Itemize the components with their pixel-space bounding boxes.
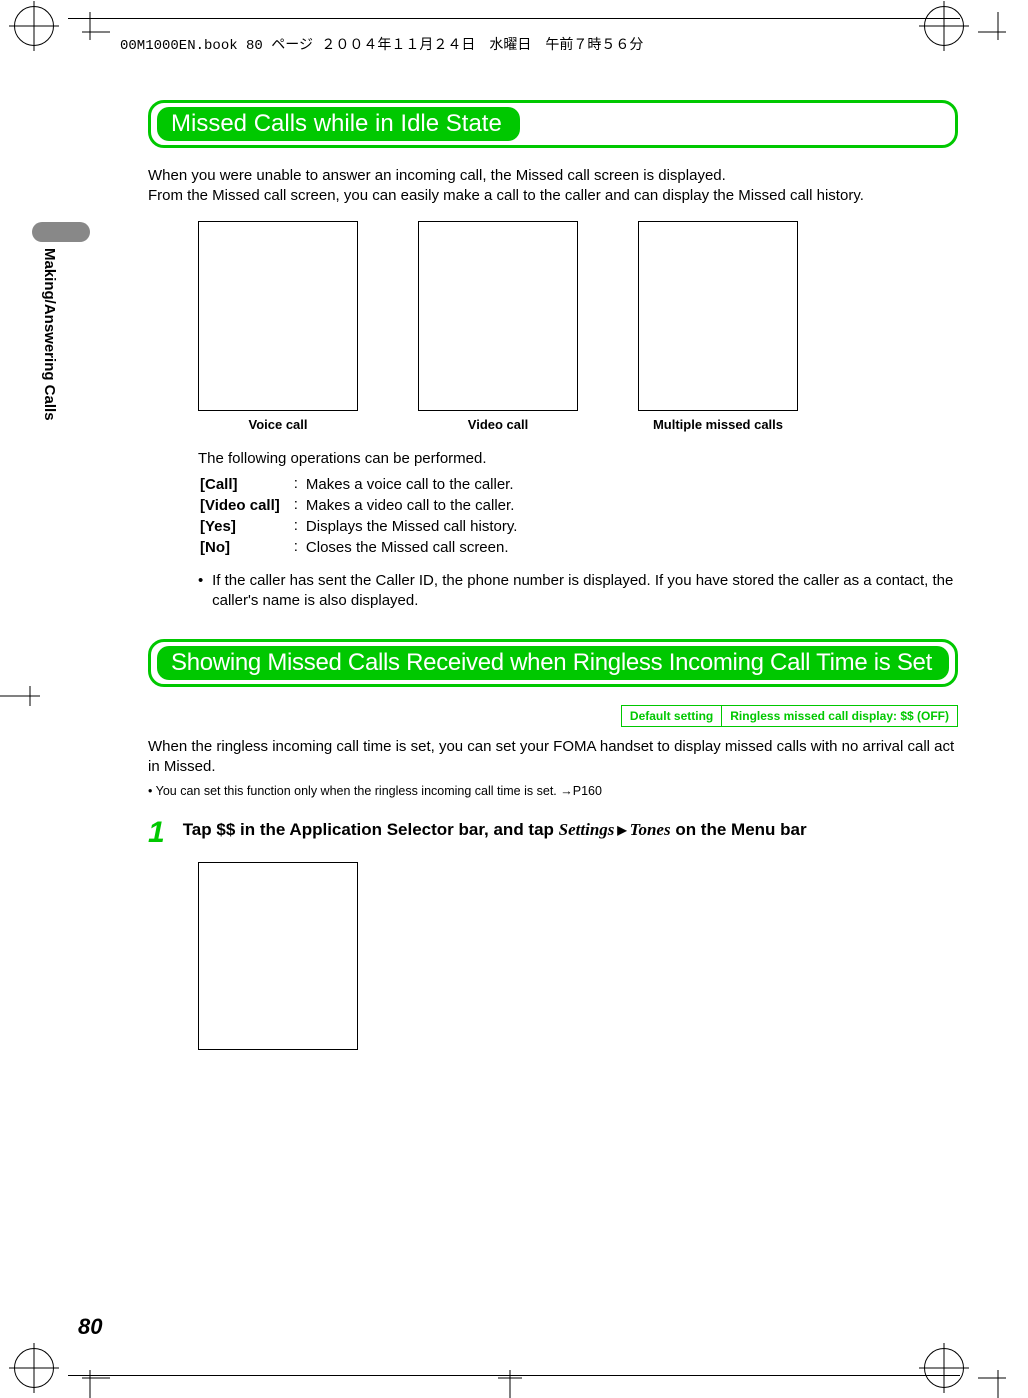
screenshot-caption: Video call bbox=[418, 417, 578, 432]
screenshot-placeholder bbox=[638, 221, 798, 411]
side-tab-pill bbox=[32, 222, 90, 242]
section-note: • You can set this function only when th… bbox=[148, 784, 958, 798]
section-intro: When you were unable to answer an incomi… bbox=[148, 166, 958, 207]
screenshot-caption: Multiple missed calls bbox=[638, 417, 798, 432]
op-key: [Video call] bbox=[200, 496, 286, 515]
crop-crosshair-icon bbox=[14, 6, 54, 46]
crop-mark-icon bbox=[978, 1358, 1018, 1398]
step-row: 1 Tap $$ in the Application Selector bar… bbox=[148, 818, 958, 848]
section-banner: Showing Missed Calls Received when Ringl… bbox=[148, 639, 958, 687]
section-title: Showing Missed Calls Received when Ringl… bbox=[171, 649, 932, 677]
default-setting-value: Ringless missed call display: $$ (OFF) bbox=[722, 706, 957, 726]
crop-mark-icon bbox=[70, 1358, 110, 1398]
page-number: 80 bbox=[78, 1314, 102, 1340]
table-row: [Call]:Makes a voice call to the caller. bbox=[200, 475, 517, 494]
section-banner: Missed Calls while in Idle State bbox=[148, 100, 958, 148]
screenshot-placeholder bbox=[198, 221, 358, 411]
bullet-note: • If the caller has sent the Caller ID, … bbox=[198, 571, 958, 612]
operations-table: [Call]:Makes a voice call to the caller.… bbox=[198, 473, 519, 559]
op-desc: Makes a video call to the caller. bbox=[306, 496, 517, 515]
header-rule bbox=[68, 18, 960, 19]
table-row: [Yes]:Displays the Missed call history. bbox=[200, 517, 517, 536]
section-paragraph: When the ringless incoming call time is … bbox=[148, 737, 958, 778]
op-desc: Makes a voice call to the caller. bbox=[306, 475, 517, 494]
screenshot-caption: Voice call bbox=[198, 417, 358, 432]
op-key: [No] bbox=[200, 538, 286, 557]
screenshot-placeholder bbox=[198, 862, 358, 1050]
table-row: [No]:Closes the Missed call screen. bbox=[200, 538, 517, 557]
print-header: 00M1000EN.book 80 ページ ２００４年１１月２４日 水曜日 午前… bbox=[120, 34, 643, 54]
bullet-text: If the caller has sent the Caller ID, th… bbox=[212, 571, 958, 612]
step-number: 1 bbox=[148, 818, 165, 848]
table-row: [Video call]:Makes a video call to the c… bbox=[200, 496, 517, 515]
crop-crosshair-icon bbox=[14, 1348, 54, 1388]
op-desc: Displays the Missed call history. bbox=[306, 517, 517, 536]
section-title: Missed Calls while in Idle State bbox=[171, 110, 502, 138]
operations-intro: The following operations can be performe… bbox=[198, 450, 958, 467]
step-instruction: Tap $$ in the Application Selector bar, … bbox=[183, 818, 807, 842]
op-key: [Yes] bbox=[200, 517, 286, 536]
crop-mark-icon bbox=[978, 12, 1018, 52]
crop-crosshair-icon bbox=[924, 6, 964, 46]
crop-crosshair-icon bbox=[924, 1348, 964, 1388]
op-desc: Closes the Missed call screen. bbox=[306, 538, 517, 557]
default-setting-label: Default setting bbox=[622, 706, 722, 726]
crop-mark-icon bbox=[70, 12, 110, 52]
default-setting-box: Default setting Ringless missed call dis… bbox=[621, 705, 958, 727]
side-tab-label: Making/Answering Calls bbox=[41, 248, 58, 421]
crop-mark-icon bbox=[490, 1358, 530, 1398]
op-key: [Call] bbox=[200, 475, 286, 494]
screenshot-placeholder bbox=[418, 221, 578, 411]
